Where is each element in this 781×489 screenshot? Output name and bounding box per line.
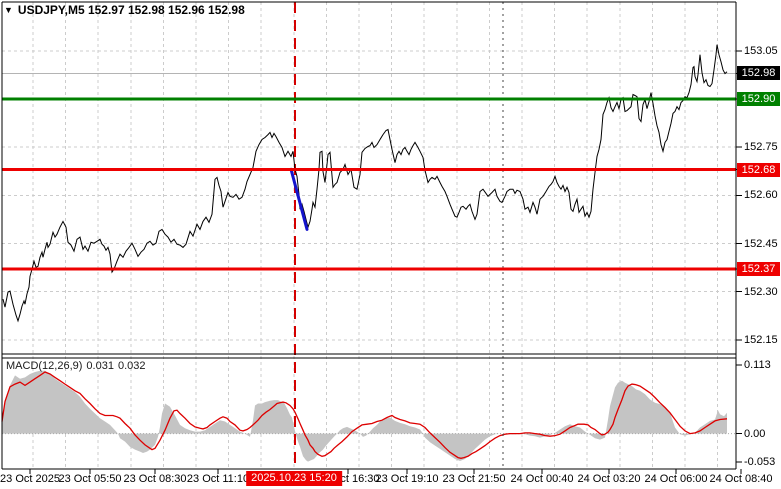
macd-axis-label: 0.113 [744, 359, 771, 371]
macd-signal-line [1, 371, 728, 459]
price-axis-label: 153.05 [744, 44, 778, 57]
blue-trendline[interactable] [289, 167, 309, 231]
chart-title-text: USDJPY,M5 152.97 152.98 152.96 152.98 [17, 3, 245, 17]
time-axis-label: 23 Oct 2025 [0, 473, 60, 485]
time-axis-label: 23 Oct 19:10 [375, 473, 439, 485]
price-series [2, 44, 728, 323]
price-axis-badge-152.37: 152.37 [737, 262, 780, 277]
price-axis-label: 152.60 [744, 189, 778, 202]
price-axis-badge-152.68: 152.68 [737, 162, 780, 177]
time-axis-label: 24 Oct 06:00 [644, 473, 708, 485]
price-axis-label: 152.75 [744, 141, 778, 154]
macd-signal-value: 0.032 [117, 360, 146, 372]
level-lines[interactable] [2, 97, 736, 271]
time-axis-event-badge: 2025.10.23 15:20 [246, 471, 342, 486]
price-axis-label: 152.30 [744, 285, 778, 298]
time-axis-label: 23 Oct 21:50 [442, 473, 506, 485]
chart-title: ▼ USDJPY,M5 152.97 152.98 152.96 152.98 [4, 3, 245, 17]
price-axis-label: 152.45 [744, 237, 778, 250]
macd-indicator-label: MACD(12,26,9) 0.031 0.032 [6, 360, 149, 372]
macd-axis-label: 0.00 [744, 427, 766, 440]
price-axis-label: 152.15 [744, 333, 778, 346]
price-line [2, 44, 728, 323]
time-axis-label: 23 Oct 11:10 [186, 473, 250, 485]
macd-main-value: 0.031 [86, 360, 114, 372]
vertical-lines[interactable] [294, 2, 504, 469]
price-axis-badge-152.90: 152.90 [737, 91, 780, 106]
time-axis-label: 23 Oct 05:50 [58, 473, 122, 485]
macd-axis-label: -0.053 [744, 456, 776, 468]
symbol-dropdown-icon[interactable]: ▼ [4, 5, 13, 15]
time-axis-label: 23 Oct 08:30 [123, 473, 187, 485]
macd-pane [1, 370, 736, 462]
time-axis-label: 24 Oct 03:20 [577, 473, 641, 485]
macd-indicator-name: MACD(12,26,9) [6, 360, 83, 372]
time-axis-label: 24 Oct 08:40 [709, 473, 773, 485]
macd-histogram [2, 370, 727, 462]
price-axis-badge-152.98: 152.98 [737, 66, 780, 81]
chart-frame [1, 1, 742, 474]
time-axis-label: 24 Oct 00:40 [510, 473, 574, 485]
